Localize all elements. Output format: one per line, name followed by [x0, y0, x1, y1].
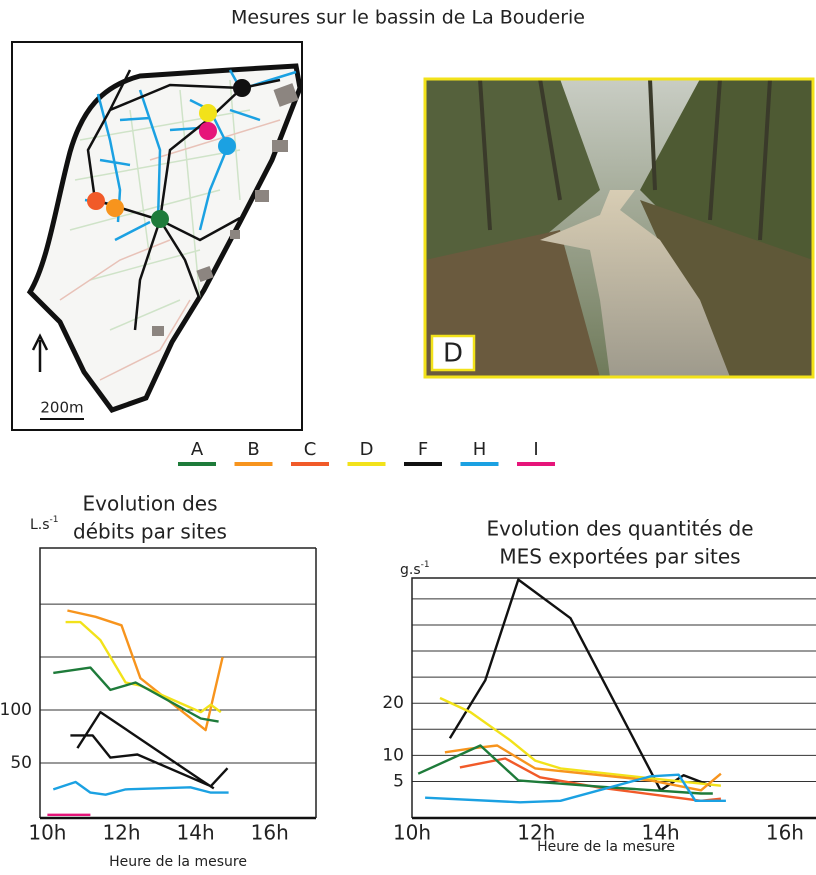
photo-bank-right	[640, 200, 813, 377]
site-marker	[87, 192, 105, 210]
site-marker	[218, 137, 236, 155]
series-line	[67, 609, 224, 732]
y-unit-base: g.s	[400, 562, 421, 578]
y-unit: g.s-1	[400, 560, 430, 579]
photo: D	[423, 77, 815, 379]
north-arrow	[31, 333, 49, 372]
site-marker	[199, 122, 217, 140]
chart-title: Evolution des quantités de	[486, 517, 753, 541]
legend-label: H	[473, 439, 487, 460]
y-unit: L.s-1	[30, 515, 59, 534]
x-tick-label: 14h	[642, 821, 680, 845]
y-tick-label: 20	[382, 693, 404, 713]
photo-frame	[423, 77, 815, 379]
y-tick-label: 50	[10, 753, 32, 773]
y-unit-sup: -1	[50, 515, 59, 525]
x-tick-label: 10h	[393, 821, 431, 845]
y-tick-label: 10	[382, 745, 404, 765]
legend-label: D	[360, 439, 374, 460]
plot-frame	[39, 547, 316, 818]
chart: Evolution des quantités de MES exportées …	[382, 517, 816, 855]
y-unit-base: L.s	[30, 517, 50, 533]
figure-title: Mesures sur le bassin de La Bouderie	[231, 7, 585, 29]
photo-water	[540, 190, 730, 377]
scale-label: 200m	[40, 399, 83, 417]
series-line	[53, 666, 219, 723]
series-line	[425, 773, 726, 804]
photo-label: D	[443, 339, 463, 369]
legend-label: C	[304, 439, 317, 460]
buildings	[152, 83, 299, 336]
chart-title: Evolution des	[82, 492, 217, 516]
site-marker	[151, 210, 169, 228]
x-tick-label: 14h	[177, 821, 215, 845]
photo-trees	[478, 78, 772, 241]
site-marker	[199, 104, 217, 122]
site-markers	[87, 79, 251, 228]
series-line	[444, 744, 722, 792]
x-axis-label: Heure de la mesure	[537, 839, 675, 855]
series-line	[417, 744, 713, 795]
x-tick-label: 16h	[766, 821, 804, 845]
site-marker	[233, 79, 251, 97]
series-line	[52, 780, 229, 796]
x-tick-label: 12h	[102, 821, 140, 845]
x-tick-label: 10h	[28, 821, 66, 845]
map: 200m	[11, 41, 303, 431]
x-tick-label: 16h	[251, 821, 289, 845]
series-line	[439, 696, 722, 787]
x-tick-label: 12h	[517, 821, 555, 845]
y-tick-label: 100	[0, 700, 32, 720]
series-line	[70, 710, 229, 790]
series-line	[448, 578, 712, 792]
chart: Evolution des débits par sites L.s-1 Heure …	[0, 492, 317, 870]
y-unit-sup: -1	[421, 560, 430, 570]
legend-label: I	[533, 439, 538, 460]
y-tick-label: 5	[393, 771, 404, 791]
chart-title: MES exportées par sites	[499, 545, 740, 569]
legend-label: A	[191, 439, 204, 460]
photo-hedge-left	[425, 79, 600, 300]
legend-label: F	[418, 439, 428, 460]
chart-title: débits par sites	[73, 520, 227, 544]
photo-label-box	[430, 334, 476, 372]
legend-label: B	[247, 439, 259, 460]
x-axis-label: Heure de la mesure	[109, 854, 247, 870]
tracks	[59, 119, 281, 381]
plot-frame	[411, 577, 816, 818]
site-marker	[106, 199, 124, 217]
roads	[86, 69, 281, 331]
